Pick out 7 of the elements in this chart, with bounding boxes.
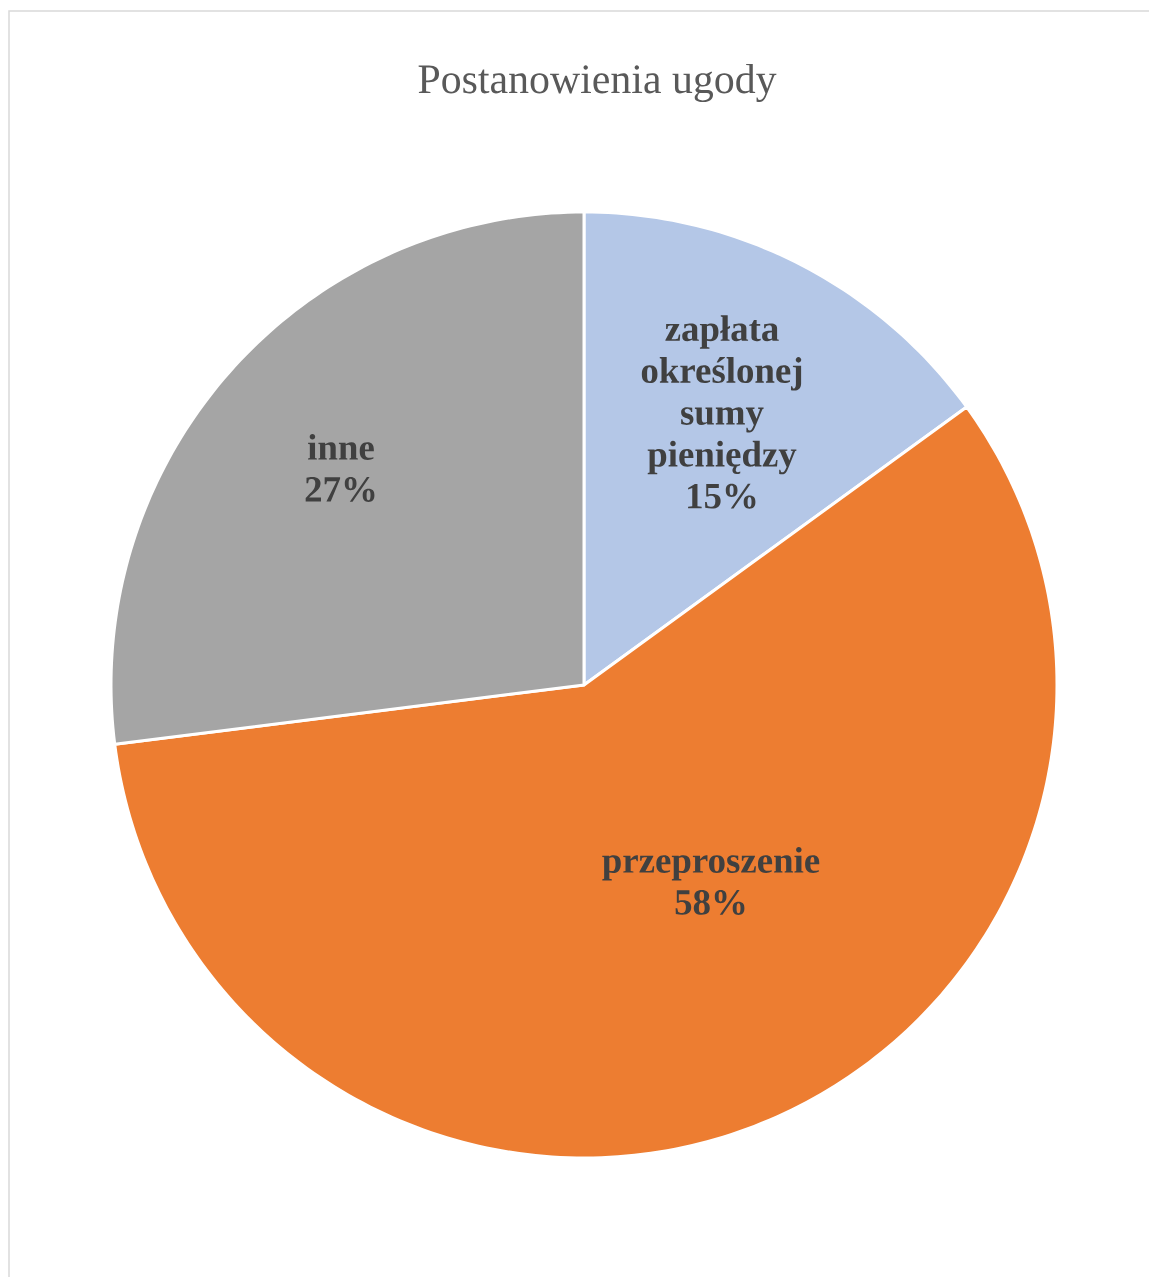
slice-label: przeproszenie: [602, 847, 820, 881]
data-label: 58%: [675, 889, 745, 915]
chart-title: Postanowienia ugody: [418, 63, 777, 103]
slice-label: zapłata określonej sumy pieniędzy: [641, 315, 802, 475]
data-label: 15%: [688, 483, 756, 509]
data-label: 27%: [305, 476, 375, 502]
slice-label: inne: [308, 434, 374, 460]
